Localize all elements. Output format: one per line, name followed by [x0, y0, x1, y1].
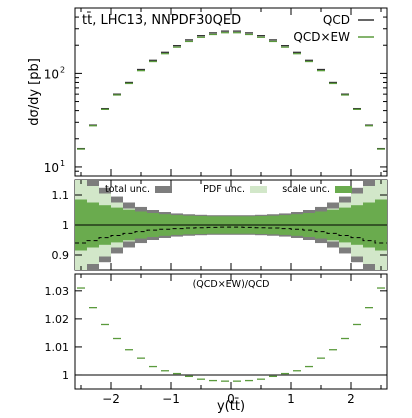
legend-swatch-pdf-unc [250, 186, 267, 193]
legend-label-total-unc: total unc. [105, 184, 150, 195]
legend-label-pdf-unc: PDF unc. [203, 184, 245, 195]
ew-ratio-annotation: (QCD×EW)/QCD [193, 279, 270, 290]
mid-y-tick-label-1: 1 [62, 219, 69, 232]
legend-label-qcd: QCD [323, 13, 350, 27]
ew-dashed-line [75, 226, 387, 244]
mid-y-tick-label-0: 0.9 [52, 249, 70, 262]
legend-swatch-total-unc [155, 186, 172, 193]
y-axis-title: dσ/dy [pb] [27, 58, 42, 126]
x-tick-label-0: −2 [102, 392, 120, 406]
x-tick-label-1: −1 [162, 392, 180, 406]
top-y-tick-exponent-1: 2 [60, 65, 65, 74]
mid-y-tick-label-2: 1.1 [52, 189, 70, 202]
x-tick-label-2: 0 [227, 392, 235, 406]
x-tick-label-3: 1 [287, 392, 295, 406]
x-tick-label-4: 2 [347, 392, 355, 406]
bot-y-tick-label-2: 1.02 [45, 313, 70, 326]
legend-label-scale-unc: scale unc. [282, 184, 330, 195]
bot-y-tick-label-1: 1.01 [45, 341, 70, 354]
x-axis-title: y(tt̄) [217, 399, 245, 414]
ew-ratio-panel-frame [74, 273, 388, 390]
bot-y-tick-label-3: 1.03 [45, 285, 70, 298]
bot-y-tick-label-0: 1 [62, 369, 69, 382]
top-y-tick-label-1: 10 [44, 67, 59, 81]
top-y-tick-exponent-0: 1 [60, 159, 65, 168]
top-y-tick-label-0: 10 [44, 161, 59, 175]
chart-title: tt̄, LHC13, NNPDF30QED [82, 13, 241, 28]
legend-swatch-scale-unc [335, 186, 352, 193]
legend-label-qcdxew: QCD×EW [293, 30, 350, 44]
